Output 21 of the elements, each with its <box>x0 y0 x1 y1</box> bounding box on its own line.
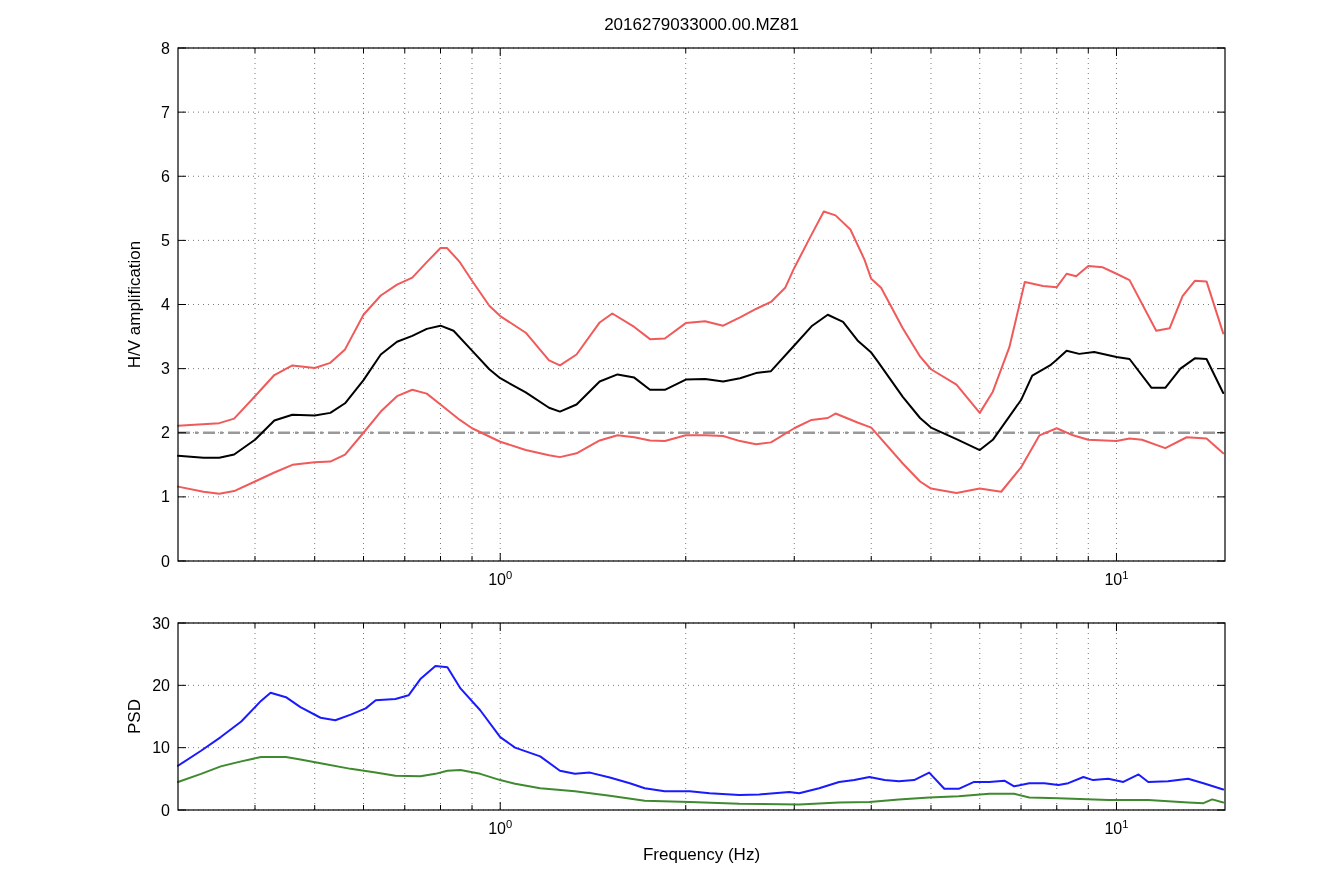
y-tick-label: 6 <box>161 167 171 185</box>
y-tick-label: 2 <box>161 424 171 442</box>
chart-title: 2016279033000.00.MZ81 <box>604 15 799 34</box>
y-tick-label: 7 <box>161 103 171 121</box>
y-tick-label: 10 <box>152 739 171 757</box>
x-tick-label: 10$^{1}$ <box>1104 818 1129 837</box>
x-tick-label: 10$^{0}$ <box>488 818 513 837</box>
y-axis-title: PSD <box>125 699 144 734</box>
y-tick-label: 5 <box>161 231 171 249</box>
y-tick-label: 0 <box>161 801 171 819</box>
y-tick-label: 1 <box>161 488 171 506</box>
y-tick-label: 4 <box>161 296 171 314</box>
y-tick-label: 8 <box>161 39 171 57</box>
y-tick-label: 3 <box>161 360 171 378</box>
y-tick-label: 30 <box>152 614 171 632</box>
y-axis-title: H/V amplification <box>125 240 144 369</box>
y-tick-label: 20 <box>152 676 171 694</box>
x-tick-label: 10$^{1}$ <box>1104 569 1129 588</box>
y-tick-label: 0 <box>161 552 171 570</box>
x-tick-label: 10$^{0}$ <box>488 569 513 588</box>
x-axis-title: Frequency (Hz) <box>642 845 761 864</box>
